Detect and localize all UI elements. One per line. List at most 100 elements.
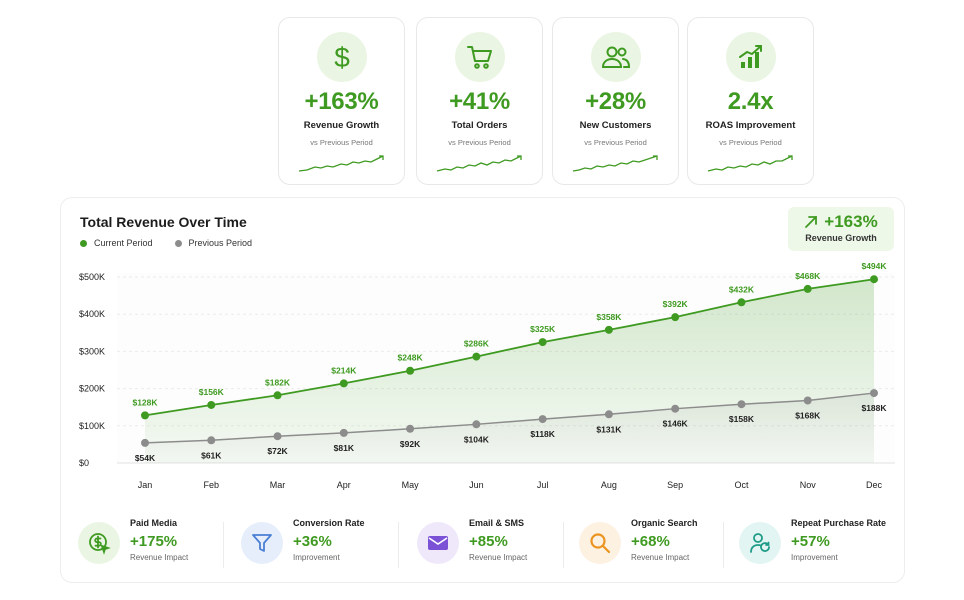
previous-period-data-label: $54K (135, 453, 156, 463)
kpi-value: +28% (585, 88, 646, 115)
metric-value: +68% (631, 533, 670, 550)
current-period-data-label: $214K (331, 365, 357, 375)
current-period-point (604, 325, 613, 334)
y-tick-label: $300K (79, 346, 105, 356)
x-tick-label: Jan (138, 480, 153, 490)
metric-repeat-purchase-rate: Repeat Purchase Rate +57% Improvement (739, 516, 886, 572)
previous-period-data-label: $72K (267, 446, 288, 456)
metric-paid-media: Paid Media +175% Revenue Impact (78, 516, 188, 572)
current-period-point (472, 352, 481, 361)
user-refresh-icon (739, 522, 781, 564)
current-period-point (406, 366, 415, 375)
metric-value: +85% (469, 533, 508, 550)
previous-period-point (472, 420, 481, 429)
metric-name: Organic Search (631, 518, 698, 528)
sparkline-icon (298, 155, 384, 172)
kpi-value: +163% (304, 88, 379, 115)
current-period-point (671, 313, 680, 322)
x-tick-label: Dec (866, 480, 883, 490)
kpi-card-roas-improvement: 2.4x ROAS Improvement vs Previous Period (687, 17, 814, 185)
chart-legend: Current Period Previous Period (80, 238, 252, 248)
previous-period-data-label: $81K (334, 443, 355, 453)
legend-label-current: Current Period (94, 238, 153, 248)
previous-period-point (870, 389, 878, 398)
current-period-point (737, 298, 746, 307)
kpi-card-total-orders: +41% Total Orders vs Previous Period (416, 17, 543, 185)
magnifier-icon (579, 522, 621, 564)
previous-period-point (141, 438, 149, 447)
kpi-sub: vs Previous Period (719, 138, 782, 147)
legend-item-current: Current Period (80, 238, 153, 248)
svg-text:$: $ (334, 42, 350, 72)
x-tick-label: Oct (734, 480, 749, 490)
x-tick-label: Apr (337, 480, 351, 490)
metric-name: Repeat Purchase Rate (791, 518, 887, 528)
previous-period-data-label: $104K (464, 434, 490, 444)
mail-icon (417, 522, 459, 564)
previous-period-point (273, 432, 282, 441)
metric-name: Paid Media (130, 518, 178, 528)
cart-icon (454, 32, 505, 82)
current-period-point (273, 391, 282, 400)
current-period-point (803, 284, 812, 293)
chart-title: Total Revenue Over Time (80, 214, 247, 230)
trend-up-arrow-icon (805, 216, 818, 228)
y-tick-label: $500K (79, 272, 105, 282)
y-tick-label: $400K (79, 309, 105, 319)
divider (563, 522, 564, 568)
sparkline-icon (572, 155, 658, 172)
metric-value: +57% (791, 533, 830, 550)
metric-sub: Improvement (293, 553, 340, 562)
kpi-label: Total Orders (451, 120, 508, 131)
previous-period-data-label: $61K (201, 450, 222, 460)
kpi-card-new-customers: +28% New Customers vs Previous Period (552, 17, 679, 185)
y-tick-label: $200K (79, 384, 105, 394)
previous-period-point (737, 400, 746, 409)
kpi-sub: vs Previous Period (448, 138, 511, 147)
metric-name: Email & SMS (469, 518, 525, 528)
dollar-icon: $ (316, 32, 367, 82)
legend-item-previous: Previous Period (174, 238, 252, 248)
current-period-data-label: $468K (795, 271, 821, 281)
current-period-point (538, 338, 547, 347)
divider (398, 522, 399, 568)
current-period-data-label: $128K (132, 397, 158, 407)
previous-period-data-label: $131K (596, 424, 622, 434)
y-tick-label: $0 (79, 458, 89, 468)
previous-period-point (538, 415, 547, 424)
current-period-data-label: $325K (530, 324, 556, 334)
sparkline-icon (707, 155, 793, 172)
growth-bars-icon (725, 32, 776, 82)
funnel-icon (241, 522, 283, 564)
divider (223, 522, 224, 568)
kpi-label: Revenue Growth (303, 120, 380, 131)
previous-period-data-label: $168K (795, 411, 821, 421)
x-tick-label: May (402, 480, 420, 490)
impact-metrics-row: Paid Media +175% Revenue Impact Conversi… (61, 516, 906, 576)
current-period-data-label: $358K (596, 312, 622, 322)
previous-period-data-label: $118K (530, 429, 555, 439)
metric-sub: Revenue Impact (631, 553, 690, 562)
legend-dot-previous (174, 239, 182, 247)
kpi-label: ROAS Improvement (705, 120, 796, 131)
current-period-data-label: $182K (265, 377, 291, 387)
legend-dot-current (80, 239, 87, 247)
current-period-data-label: $248K (398, 353, 424, 363)
metric-sub: Revenue Impact (469, 553, 528, 562)
metric-organic-search: Organic Search +68% Revenue Impact (579, 516, 698, 572)
previous-period-data-label: $158K (729, 414, 755, 424)
metric-sub: Improvement (791, 553, 838, 562)
current-period-data-label: $392K (663, 299, 689, 309)
dollar-cursor-icon (78, 522, 120, 564)
previous-period-data-label: $188K (861, 403, 887, 413)
kpi-sub: vs Previous Period (584, 138, 647, 147)
users-icon (590, 32, 641, 82)
previous-period-data-label: $146K (663, 419, 689, 429)
revenue-chart-panel: $0 $100K $200K $300K $400K $500K Jan Feb Mar Apr M… (60, 197, 905, 583)
current-period-point (141, 411, 149, 420)
metric-value: +36% (293, 533, 332, 550)
x-tick-label: Jun (469, 480, 484, 490)
badge-value: +163% (824, 212, 878, 231)
previous-period-point (339, 428, 348, 437)
revenue-line-chart: $0 $100K $200K $300K $400K $500K Jan Feb Mar Apr M… (79, 261, 895, 490)
